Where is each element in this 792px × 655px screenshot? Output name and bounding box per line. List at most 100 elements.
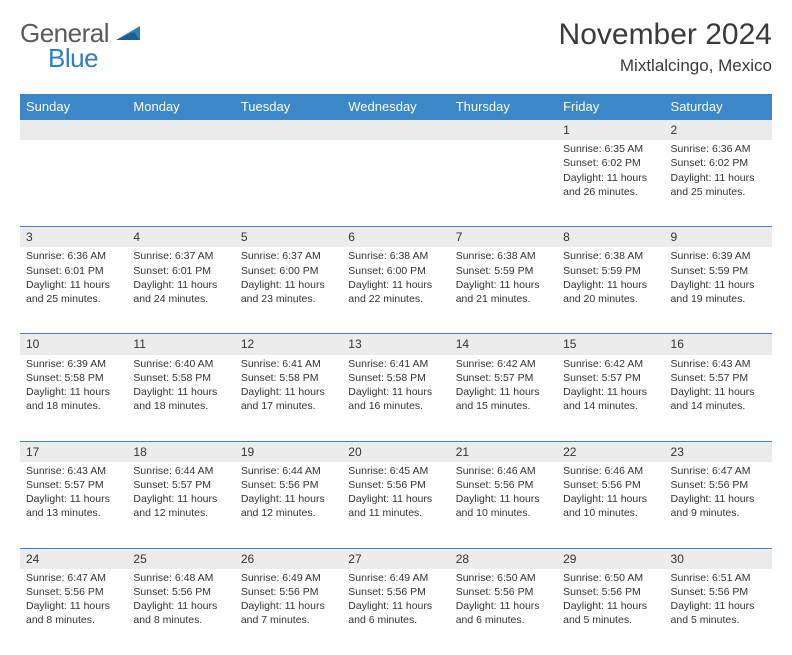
sunset-text: Sunset: 5:57 PM — [133, 478, 228, 492]
daylight-text: Daylight: 11 hours and 26 minutes. — [563, 171, 658, 199]
day-number-cell — [450, 119, 557, 140]
daylight-text: Daylight: 11 hours and 24 minutes. — [133, 278, 228, 306]
day-cell: Sunrise: 6:36 AMSunset: 6:02 PMDaylight:… — [665, 140, 772, 226]
day-number-cell — [20, 119, 127, 140]
sunrise-text: Sunrise: 6:51 AM — [671, 571, 766, 585]
day-cell: Sunrise: 6:41 AMSunset: 5:58 PMDaylight:… — [342, 355, 449, 441]
sunrise-text: Sunrise: 6:50 AM — [563, 571, 658, 585]
day-number-cell: 23 — [665, 441, 772, 462]
day-number: 25 — [127, 548, 234, 569]
daylight-text: Daylight: 11 hours and 14 minutes. — [671, 385, 766, 413]
day-cell: Sunrise: 6:46 AMSunset: 5:56 PMDaylight:… — [557, 462, 664, 548]
day-cell: Sunrise: 6:45 AMSunset: 5:56 PMDaylight:… — [342, 462, 449, 548]
sunrise-text: Sunrise: 6:38 AM — [456, 249, 551, 263]
daylight-text: Daylight: 11 hours and 6 minutes. — [348, 599, 443, 627]
daylight-text: Daylight: 11 hours and 8 minutes. — [26, 599, 121, 627]
day-cell: Sunrise: 6:36 AMSunset: 6:01 PMDaylight:… — [20, 247, 127, 333]
sunset-text: Sunset: 5:56 PM — [456, 478, 551, 492]
daylight-text: Daylight: 11 hours and 15 minutes. — [456, 385, 551, 413]
sunset-text: Sunset: 5:56 PM — [241, 478, 336, 492]
daylight-text: Daylight: 11 hours and 16 minutes. — [348, 385, 443, 413]
sunset-text: Sunset: 5:56 PM — [563, 478, 658, 492]
calendar-table: SundayMondayTuesdayWednesdayThursdayFrid… — [20, 94, 772, 655]
day-cell: Sunrise: 6:41 AMSunset: 5:58 PMDaylight:… — [235, 355, 342, 441]
day-cell: Sunrise: 6:43 AMSunset: 5:57 PMDaylight:… — [665, 355, 772, 441]
day-number-cell: 24 — [20, 548, 127, 569]
day-number: 9 — [665, 226, 772, 247]
day-number — [20, 119, 127, 140]
sunrise-text: Sunrise: 6:45 AM — [348, 464, 443, 478]
daylight-text: Daylight: 11 hours and 8 minutes. — [133, 599, 228, 627]
calendar-body: 12Sunrise: 6:35 AMSunset: 6:02 PMDayligh… — [20, 119, 772, 655]
day-number-cell: 3 — [20, 226, 127, 247]
daylight-text: Daylight: 11 hours and 25 minutes. — [671, 171, 766, 199]
day-number — [342, 119, 449, 140]
day-number-cell: 18 — [127, 441, 234, 462]
daylight-text: Daylight: 11 hours and 6 minutes. — [456, 599, 551, 627]
weekday-header: Saturday — [665, 94, 772, 119]
sunset-text: Sunset: 5:57 PM — [456, 371, 551, 385]
sunset-text: Sunset: 5:56 PM — [563, 585, 658, 599]
daylight-text: Daylight: 11 hours and 13 minutes. — [26, 492, 121, 520]
location: Mixtlalcingo, Mexico — [559, 56, 772, 76]
day-number-cell — [127, 119, 234, 140]
day-number-cell: 19 — [235, 441, 342, 462]
sunrise-text: Sunrise: 6:48 AM — [133, 571, 228, 585]
day-number — [127, 119, 234, 140]
sunset-text: Sunset: 5:58 PM — [133, 371, 228, 385]
sunset-text: Sunset: 5:56 PM — [456, 585, 551, 599]
sunset-text: Sunset: 5:56 PM — [348, 478, 443, 492]
day-cell — [342, 140, 449, 226]
sunrise-text: Sunrise: 6:47 AM — [671, 464, 766, 478]
daylight-text: Daylight: 11 hours and 25 minutes. — [26, 278, 121, 306]
day-cell — [20, 140, 127, 226]
day-cell: Sunrise: 6:42 AMSunset: 5:57 PMDaylight:… — [557, 355, 664, 441]
day-number-cell: 17 — [20, 441, 127, 462]
weekday-header: Friday — [557, 94, 664, 119]
sunrise-text: Sunrise: 6:36 AM — [671, 142, 766, 156]
sunrise-text: Sunrise: 6:37 AM — [133, 249, 228, 263]
day-number: 12 — [235, 333, 342, 354]
day-cell: Sunrise: 6:47 AMSunset: 5:56 PMDaylight:… — [665, 462, 772, 548]
day-number: 15 — [557, 333, 664, 354]
day-cell: Sunrise: 6:35 AMSunset: 6:02 PMDaylight:… — [557, 140, 664, 226]
sunrise-text: Sunrise: 6:44 AM — [241, 464, 336, 478]
daylight-text: Daylight: 11 hours and 10 minutes. — [456, 492, 551, 520]
sunrise-text: Sunrise: 6:46 AM — [456, 464, 551, 478]
day-number-cell: 21 — [450, 441, 557, 462]
sunrise-text: Sunrise: 6:49 AM — [348, 571, 443, 585]
day-number-cell: 20 — [342, 441, 449, 462]
sunrise-text: Sunrise: 6:36 AM — [26, 249, 121, 263]
sunset-text: Sunset: 6:02 PM — [563, 156, 658, 170]
day-number: 2 — [665, 119, 772, 140]
sunset-text: Sunset: 5:59 PM — [563, 264, 658, 278]
day-cell: Sunrise: 6:40 AMSunset: 5:58 PMDaylight:… — [127, 355, 234, 441]
day-number: 30 — [665, 548, 772, 569]
day-number: 20 — [342, 441, 449, 462]
sunrise-text: Sunrise: 6:42 AM — [456, 357, 551, 371]
day-cell: Sunrise: 6:44 AMSunset: 5:57 PMDaylight:… — [127, 462, 234, 548]
daylight-text: Daylight: 11 hours and 5 minutes. — [563, 599, 658, 627]
day-number-cell: 29 — [557, 548, 664, 569]
sunrise-text: Sunrise: 6:41 AM — [241, 357, 336, 371]
day-number-cell: 4 — [127, 226, 234, 247]
day-number-cell — [235, 119, 342, 140]
sunrise-text: Sunrise: 6:41 AM — [348, 357, 443, 371]
day-number-cell: 15 — [557, 333, 664, 354]
weekday-header: Monday — [127, 94, 234, 119]
sunset-text: Sunset: 5:58 PM — [26, 371, 121, 385]
day-number: 4 — [127, 226, 234, 247]
sunrise-text: Sunrise: 6:43 AM — [26, 464, 121, 478]
day-number: 10 — [20, 333, 127, 354]
day-number: 24 — [20, 548, 127, 569]
calendar-head: SundayMondayTuesdayWednesdayThursdayFrid… — [20, 94, 772, 119]
day-cell: Sunrise: 6:39 AMSunset: 5:59 PMDaylight:… — [665, 247, 772, 333]
day-number: 23 — [665, 441, 772, 462]
weekday-header: Wednesday — [342, 94, 449, 119]
day-number: 5 — [235, 226, 342, 247]
daylight-text: Daylight: 11 hours and 21 minutes. — [456, 278, 551, 306]
sunset-text: Sunset: 5:56 PM — [671, 478, 766, 492]
day-number: 21 — [450, 441, 557, 462]
sunrise-text: Sunrise: 6:35 AM — [563, 142, 658, 156]
day-cell: Sunrise: 6:38 AMSunset: 5:59 PMDaylight:… — [450, 247, 557, 333]
